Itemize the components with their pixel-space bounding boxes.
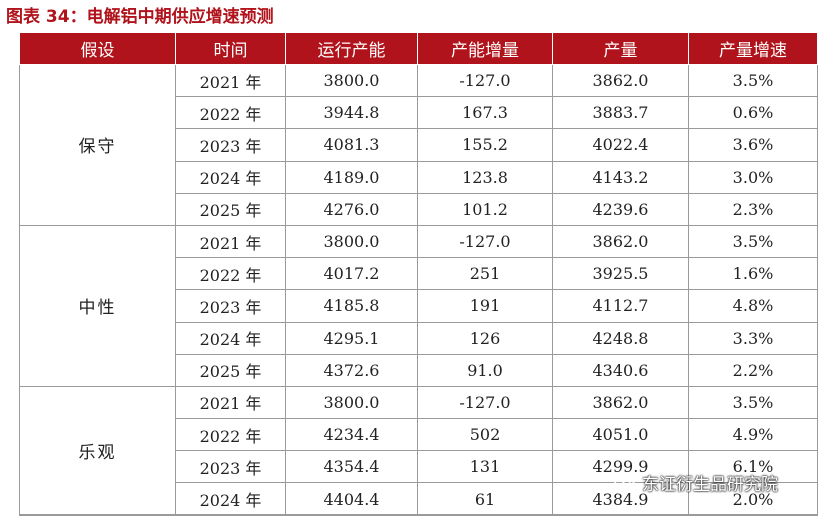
year-cell: 2022 年 (175, 96, 286, 130)
output-cell: 3883.7 (552, 96, 689, 130)
header-output-growth: 产量增速 (688, 32, 818, 65)
scenario-cell: 中性 (19, 224, 176, 387)
year-cell: 2024 年 (175, 321, 286, 355)
output-cell: 4051.0 (552, 418, 689, 452)
supply-forecast-table: 假设 时间 运行产能 产能增量 产量 产量增速 保守 2021 年 3800.0… (19, 32, 818, 516)
year-cell: 2022 年 (175, 418, 286, 452)
table-row: 保守 2021 年 3800.0 -127.0 3862.0 3.5% (19, 63, 818, 226)
capacity-increase-cell: 131 (417, 450, 553, 484)
table-row: 中性 2021 年 3800.0 -127.0 3862.0 3.5% (19, 224, 818, 387)
capacity-cell: 4276.0 (285, 192, 418, 226)
table-bottom-rule (19, 514, 817, 515)
output-cell: 3862.0 (552, 63, 689, 98)
table-row: 2023 年 4354.4 131 4299.9 6.1% (20, 450, 818, 484)
output-cell: 4143.2 (552, 160, 689, 194)
output-cell: 3925.5 (552, 257, 689, 291)
table-row: 2022 年 3944.8 167.3 3883.7 0.6% (20, 96, 818, 130)
output-cell: 3862.0 (552, 385, 689, 420)
watermark: 东证衍生品研究院 (614, 470, 778, 495)
header-row: 假设 时间 运行产能 产能增量 产量 产量增速 (19, 32, 818, 65)
year-cell: 2021 年 (175, 385, 286, 420)
capacity-cell: 4234.4 (285, 418, 418, 452)
output-cell: 3862.0 (552, 224, 689, 259)
capacity-cell: 4404.4 (285, 482, 418, 516)
output-growth-cell: 1.6% (688, 257, 818, 291)
output-cell: 4022.4 (552, 128, 689, 162)
output-growth-cell: 2.0% (688, 482, 818, 516)
capacity-increase-cell: 61 (417, 482, 553, 516)
table-body: 保守 2021 年 3800.0 -127.0 3862.0 3.5% 2022… (19, 63, 818, 516)
output-growth-cell: 3.6% (688, 128, 818, 162)
watermark-text: 东证衍生品研究院 (642, 475, 778, 495)
capacity-increase-cell: -127.0 (417, 63, 553, 98)
capacity-increase-cell: 126 (417, 321, 553, 355)
table-row: 乐观 2021 年 3800.0 -127.0 3862.0 3.5% (19, 385, 818, 516)
capacity-cell: 3800.0 (285, 385, 418, 420)
capacity-cell: 4081.3 (285, 128, 418, 162)
table-row: 2024 年 4189.0 123.8 4143.2 3.0% (20, 160, 818, 194)
capacity-increase-cell: 251 (417, 257, 553, 291)
output-growth-cell: 4.8% (688, 289, 818, 323)
output-growth-cell: 3.5% (688, 385, 818, 420)
table-row: 2022 年 4234.4 502 4051.0 4.9% (20, 418, 818, 452)
year-cell: 2025 年 (175, 192, 286, 226)
scenario-cell: 乐观 (19, 385, 176, 516)
output-cell: 4239.6 (552, 192, 689, 226)
output-growth-cell: 3.0% (688, 160, 818, 194)
table-header: 假设 时间 运行产能 产能增量 产量 产量增速 (19, 32, 818, 65)
scenario-cell: 保守 (19, 64, 176, 226)
capacity-increase-cell: 191 (417, 289, 553, 323)
header-time: 时间 (175, 32, 286, 65)
capacity-cell: 3800.0 (285, 63, 418, 98)
capacity-cell: 3944.8 (285, 96, 418, 130)
output-growth-cell: 4.9% (688, 418, 818, 452)
capacity-cell: 4185.8 (285, 289, 418, 323)
table-row: 2022 年 4017.2 251 3925.5 1.6% (20, 257, 818, 291)
year-cell: 2024 年 (175, 160, 286, 194)
year-cell: 2023 年 (175, 450, 286, 484)
output-growth-cell: 6.1% (688, 450, 818, 484)
wechat-icon (614, 473, 636, 493)
year-cell: 2022 年 (175, 257, 286, 291)
capacity-cell: 4372.6 (285, 353, 418, 387)
capacity-cell: 4354.4 (285, 450, 418, 484)
table-row: 2024 年 4404.4 61 4384.9 2.0% (20, 482, 818, 516)
table-row: 2025 年 4276.0 101.2 4239.6 2.3% (20, 192, 818, 226)
output-growth-cell: 0.6% (688, 96, 818, 130)
table-row: 2023 年 4081.3 155.2 4022.4 3.6% (20, 128, 818, 162)
capacity-increase-cell: 502 (417, 418, 553, 452)
figure-title: 图表 34：电解铝中期供应增速预测 (6, 7, 274, 27)
year-cell: 2023 年 (175, 128, 286, 162)
capacity-increase-cell: 167.3 (417, 96, 553, 130)
capacity-increase-cell: -127.0 (417, 385, 553, 420)
output-growth-cell: 2.3% (688, 192, 818, 226)
year-cell: 2021 年 (175, 224, 286, 259)
output-growth-cell: 3.3% (688, 321, 818, 355)
header-output: 产量 (552, 32, 689, 65)
table-row: 2023 年 4185.8 191 4112.7 4.8% (20, 289, 818, 323)
capacity-cell: 3800.0 (285, 224, 418, 259)
year-cell: 2024 年 (175, 482, 286, 516)
capacity-cell: 4017.2 (285, 257, 418, 291)
output-cell: 4340.6 (552, 353, 689, 387)
capacity-increase-cell: 155.2 (417, 128, 553, 162)
year-cell: 2021 年 (175, 63, 286, 98)
output-cell: 4112.7 (552, 289, 689, 323)
capacity-increase-cell: -127.0 (417, 224, 553, 259)
capacity-increase-cell: 101.2 (417, 192, 553, 226)
output-cell: 4248.8 (552, 321, 689, 355)
output-growth-cell: 3.5% (688, 224, 818, 259)
capacity-cell: 4295.1 (285, 321, 418, 355)
capacity-increase-cell: 91.0 (417, 353, 553, 387)
capacity-increase-cell: 123.8 (417, 160, 553, 194)
header-capacity-increase: 产能增量 (417, 32, 553, 65)
header-scenario: 假设 (19, 32, 176, 65)
year-cell: 2023 年 (175, 289, 286, 323)
output-growth-cell: 2.2% (688, 353, 818, 387)
capacity-cell: 4189.0 (285, 160, 418, 194)
output-growth-cell: 3.5% (688, 63, 818, 98)
header-capacity: 运行产能 (285, 32, 418, 65)
year-cell: 2025 年 (175, 353, 286, 387)
